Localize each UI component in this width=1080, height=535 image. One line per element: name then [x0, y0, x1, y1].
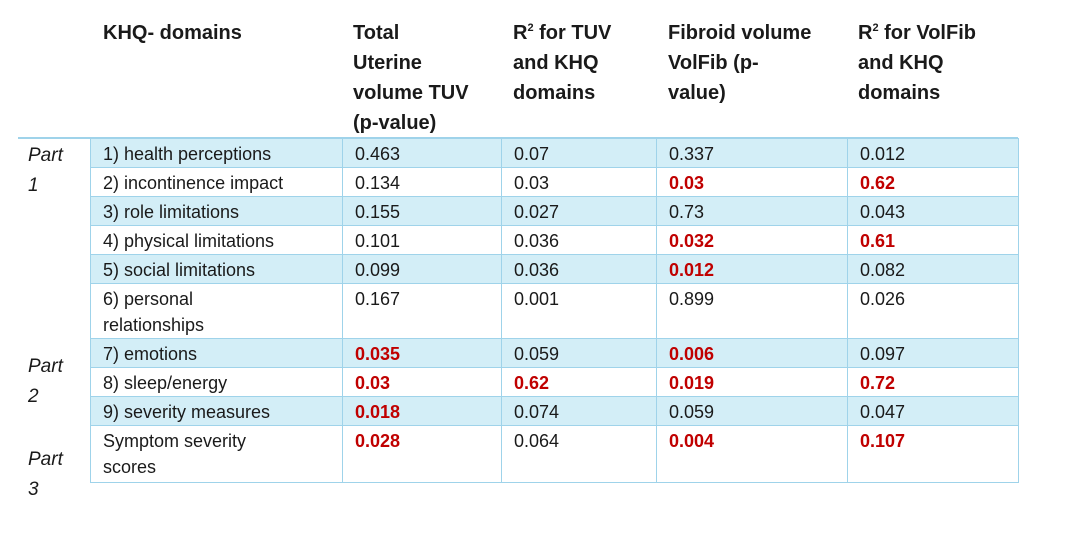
r2-tuv-cell: 0.064: [501, 425, 657, 483]
tuv-cell: 0.463: [342, 138, 502, 168]
r2-tuv-cell: 0.027: [501, 196, 657, 226]
table-row: 7) emotions 0.035 0.059 0.006 0.097: [90, 338, 1019, 368]
header-fibroid-volume: Fibroid volume VolFib (p- value): [668, 22, 812, 104]
table-row: Symptom severity scores 0.028 0.064 0.00…: [90, 425, 1019, 483]
r2-tuv-cell: 0.62: [501, 367, 657, 397]
header-r2-tuv: R2 for TUV and KHQ domains: [513, 22, 612, 104]
domain-cell: 9) severity measures: [90, 396, 343, 426]
domain-cell: 5) social limitations: [90, 254, 343, 284]
domain-cell: 7) emotions: [90, 338, 343, 368]
volfib-cell: 0.004: [656, 425, 848, 483]
volfib-cell: 0.019: [656, 367, 848, 397]
tuv-cell: 0.028: [342, 425, 502, 483]
r2-tuv-cell: 0.036: [501, 225, 657, 255]
r2-volfib-cell: 0.043: [847, 196, 1019, 226]
tuv-cell: 0.167: [342, 283, 502, 339]
volfib-cell: 0.006: [656, 338, 848, 368]
domain-cell: 6) personal relationships: [90, 283, 343, 339]
tuv-cell: 0.035: [342, 338, 502, 368]
part-label-1: Part 1: [28, 145, 63, 196]
tuv-cell: 0.155: [342, 196, 502, 226]
r2-volfib-cell: 0.082: [847, 254, 1019, 284]
r2-tuv-cell: 0.001: [501, 283, 657, 339]
r2-tuv-cell: 0.07: [501, 138, 657, 168]
khq-results-table: 1) health perceptions 0.463 0.07 0.337 0…: [90, 138, 1019, 483]
domain-cell: 1) health perceptions: [90, 138, 343, 168]
part-label-3: Part 3: [28, 449, 63, 500]
tuv-cell: 0.018: [342, 396, 502, 426]
table-row: 3) role limitations 0.155 0.027 0.73 0.0…: [90, 196, 1019, 226]
table-row: 2) incontinence impact 0.134 0.03 0.03 0…: [90, 167, 1019, 197]
part-label-2: Part 2: [28, 356, 63, 407]
volfib-cell: 0.059: [656, 396, 848, 426]
tuv-cell: 0.101: [342, 225, 502, 255]
tuv-cell: 0.099: [342, 254, 502, 284]
r2-volfib-cell: 0.72: [847, 367, 1019, 397]
domain-cell: 2) incontinence impact: [90, 167, 343, 197]
volfib-cell: 0.012: [656, 254, 848, 284]
domain-cell: 4) physical limitations: [90, 225, 343, 255]
domain-cell: Symptom severity scores: [90, 425, 343, 483]
domain-cell: 8) sleep/energy: [90, 367, 343, 397]
r2-volfib-cell: 0.012: [847, 138, 1019, 168]
table-row: 9) severity measures 0.018 0.074 0.059 0…: [90, 396, 1019, 426]
r2-tuv-cell: 0.074: [501, 396, 657, 426]
tuv-cell: 0.134: [342, 167, 502, 197]
table-row: 4) physical limitations 0.101 0.036 0.03…: [90, 225, 1019, 255]
volfib-cell: 0.73: [656, 196, 848, 226]
header-khq-domains: KHQ- domains: [103, 22, 242, 44]
tuv-cell: 0.03: [342, 367, 502, 397]
r2-tuv-cell: 0.03: [501, 167, 657, 197]
volfib-cell: 0.337: [656, 138, 848, 168]
header-total-uterine-volume: Total Uterine volume TUV (p-value): [353, 22, 469, 134]
r2-tuv-cell: 0.036: [501, 254, 657, 284]
r2-volfib-cell: 0.61: [847, 225, 1019, 255]
r2-volfib-cell: 0.047: [847, 396, 1019, 426]
domain-cell: 3) role limitations: [90, 196, 343, 226]
table-row: 6) personal relationships 0.167 0.001 0.…: [90, 283, 1019, 339]
volfib-cell: 0.03: [656, 167, 848, 197]
volfib-cell: 0.032: [656, 225, 848, 255]
table-row: 1) health perceptions 0.463 0.07 0.337 0…: [90, 138, 1019, 168]
header-r2-volfib: R2 for VolFib and KHQ domains: [858, 22, 976, 104]
r2-volfib-cell: 0.097: [847, 338, 1019, 368]
volfib-cell: 0.899: [656, 283, 848, 339]
r2-tuv-cell: 0.059: [501, 338, 657, 368]
table-row: 5) social limitations 0.099 0.036 0.012 …: [90, 254, 1019, 284]
table-row: 8) sleep/energy 0.03 0.62 0.019 0.72: [90, 367, 1019, 397]
r2-volfib-cell: 0.026: [847, 283, 1019, 339]
r2-volfib-cell: 0.107: [847, 425, 1019, 483]
r2-volfib-cell: 0.62: [847, 167, 1019, 197]
